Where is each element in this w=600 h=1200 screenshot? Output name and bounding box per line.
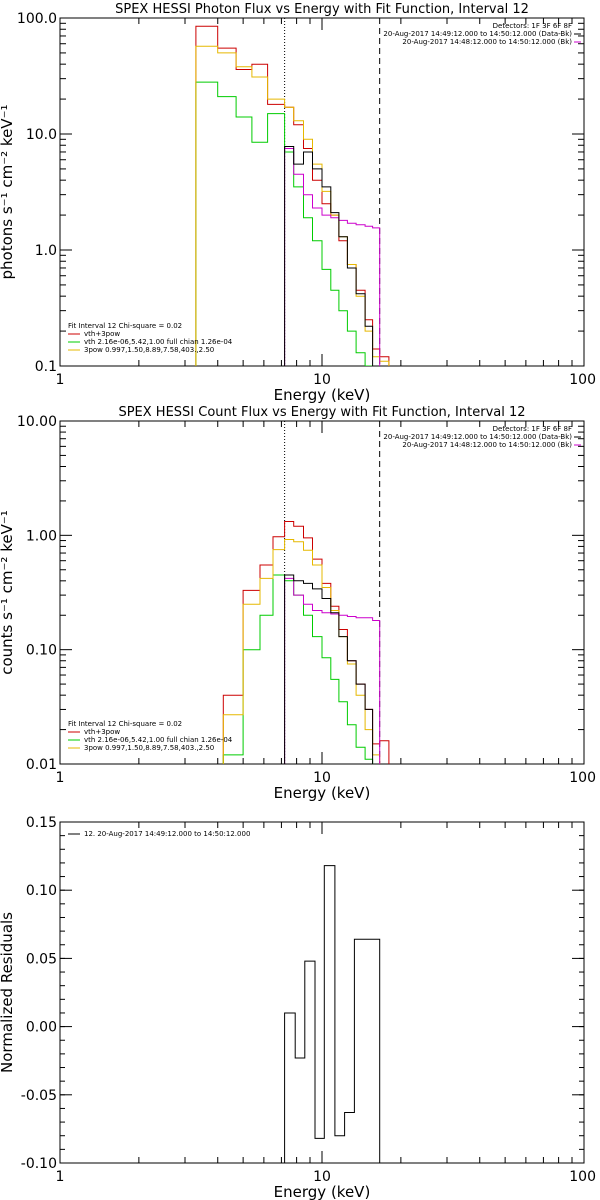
legend-entry: vth+3pow — [84, 728, 120, 736]
y-tick-label: 0.01 — [26, 757, 57, 773]
info-text: 20-Aug-2017 14:49:12.000 to 14:50:12.000… — [383, 30, 572, 38]
y-tick-label: 0.10 — [26, 883, 57, 899]
y-tick-label: 1.00 — [26, 528, 57, 544]
y-tick-label: 0.00 — [26, 1020, 57, 1036]
y-tick-label: 0.10 — [26, 643, 57, 659]
series-line-3 — [284, 148, 381, 366]
info-text: 20-Aug-2017 14:48:12.000 to 14:50:12.000… — [402, 441, 572, 449]
info-text: 20-Aug-2017 14:48:12.000 to 14:50:12.000… — [402, 38, 572, 46]
series-line-4 — [284, 574, 374, 764]
legend-entry: vth 2.16e-06,5.42,1.00 full chian 1.26e-… — [84, 736, 233, 744]
y-tick-label: -0.05 — [21, 1088, 57, 1104]
legend-entry: 12. 20-Aug-2017 14:49:12.000 to 14:50:12… — [84, 830, 250, 838]
legend-entry: 3pow 0.997,1.50,8.89,7.58,403.,2.50 — [84, 346, 214, 354]
series-line-2 — [195, 45, 390, 366]
series-line-0 — [284, 865, 381, 1163]
x-tick-label: 1 — [56, 372, 65, 388]
legend-entry: 3pow 0.997,1.50,8.89,7.58,403.,2.50 — [84, 744, 214, 752]
y-axis-label: Normalized Residuals — [0, 912, 16, 1073]
y-tick-label: 0.15 — [26, 815, 57, 831]
fit-info-text: Fit Interval 12 Chi-square = 0.02 — [68, 322, 182, 330]
x-tick-label: 10 — [313, 372, 331, 388]
x-tick-label: 1 — [56, 1169, 65, 1185]
fit-info-text: Fit Interval 12 Chi-square = 0.02 — [68, 720, 182, 728]
x-tick-label: 1 — [56, 770, 65, 786]
series-line-4 — [284, 146, 374, 366]
x-tick-label: 10 — [313, 1169, 331, 1185]
y-tick-label: 10.00 — [17, 414, 57, 430]
y-axis-label: counts s⁻¹ cm⁻² keV⁻¹ — [0, 510, 16, 675]
x-tick-label: 100 — [569, 1169, 596, 1185]
x-tick-label: 100 — [569, 770, 596, 786]
x-axis-label: Energy (keV) — [274, 1183, 371, 1200]
y-tick-label: 10.0 — [26, 127, 57, 143]
x-tick-label: 100 — [569, 372, 596, 388]
info-text: 20-Aug-2017 14:49:12.000 to 14:50:12.000… — [383, 433, 572, 441]
y-tick-label: 0.05 — [26, 951, 57, 967]
plot-frame — [59, 821, 585, 1164]
series-line-1 — [222, 574, 374, 764]
x-axis-label: Energy (keV) — [274, 386, 371, 404]
series-line-0 — [222, 521, 390, 764]
y-tick-label: 0.1 — [35, 359, 57, 375]
series-line-1 — [195, 81, 373, 366]
legend-entry: vth+3pow — [84, 330, 120, 338]
chart-title: SPEX HESSI Photon Flux vs Energy with Fi… — [115, 2, 529, 17]
y-tick-label: 1.0 — [35, 243, 57, 259]
y-axis-label: photons s⁻¹ cm⁻² keV⁻¹ — [0, 105, 16, 280]
y-tick-label: -0.10 — [21, 1156, 57, 1172]
series-line-3 — [284, 577, 381, 764]
chart-title: SPEX HESSI Count Flux vs Energy with Fit… — [118, 405, 525, 420]
series-line-0 — [195, 25, 390, 366]
legend-entry: vth 2.16e-06,5.42,1.00 full chian 1.26e-… — [84, 338, 233, 346]
x-tick-label: 10 — [313, 770, 331, 786]
y-tick-label: 100.0 — [17, 11, 57, 27]
x-axis-label: Energy (keV) — [274, 784, 371, 802]
series-line-2 — [222, 539, 381, 764]
info-text: Detectors: 1F 3F 6F 8F — [493, 22, 572, 30]
info-text: Detectors: 1F 3F 6F 8F — [493, 425, 572, 433]
